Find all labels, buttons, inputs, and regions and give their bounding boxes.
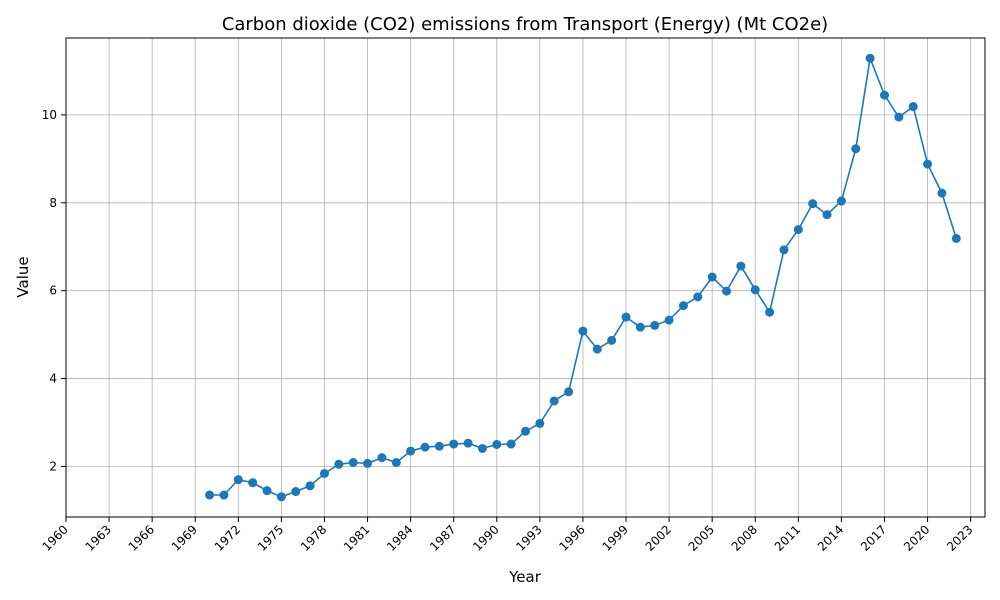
grid	[65, 38, 985, 517]
data-point	[707, 272, 717, 282]
y-tick-label: 4	[49, 372, 57, 386]
data-point	[549, 396, 559, 406]
data-point	[722, 286, 732, 296]
data-point	[406, 446, 416, 456]
data-point	[233, 475, 243, 485]
y-axis-ticks: 2 4 6 8 10	[42, 108, 66, 473]
data-point	[564, 387, 574, 397]
data-point	[750, 285, 760, 295]
data-point	[477, 443, 487, 453]
data-point	[908, 102, 918, 112]
data-point	[779, 245, 789, 255]
data-point	[248, 478, 258, 488]
y-tick-label: 6	[49, 284, 57, 298]
data-point	[894, 112, 904, 122]
data-point	[449, 439, 459, 449]
data-point	[377, 453, 387, 463]
data-point	[879, 90, 889, 100]
data-point	[635, 322, 645, 332]
data-point	[219, 490, 229, 500]
data-point	[434, 441, 444, 451]
y-axis-label: Value	[14, 256, 32, 297]
x-axis-label: Year	[508, 568, 542, 586]
y-tick-label: 10	[42, 108, 57, 122]
data-point	[765, 307, 775, 317]
data-point	[678, 301, 688, 311]
data-point	[205, 490, 215, 500]
data-point	[650, 320, 660, 330]
y-tick-label: 8	[49, 196, 57, 210]
data-point	[463, 438, 473, 448]
data-point	[535, 418, 545, 428]
data-point	[391, 458, 401, 468]
data-point	[822, 210, 832, 220]
y-tick-label: 2	[49, 459, 57, 473]
data-point	[851, 144, 861, 154]
data-point	[923, 159, 933, 169]
data-point	[621, 312, 631, 322]
data-point	[276, 492, 286, 502]
data-point	[592, 344, 602, 354]
data-point	[262, 486, 272, 496]
data-point	[492, 439, 502, 449]
series	[205, 53, 961, 502]
chart-title: Carbon dioxide (CO2) emissions from Tran…	[222, 14, 828, 35]
data-point	[951, 233, 961, 243]
data-point	[693, 292, 703, 302]
data-point	[808, 199, 818, 209]
plot-frame	[65, 37, 986, 518]
data-point	[736, 261, 746, 271]
data-point	[836, 196, 846, 206]
data-point	[348, 458, 358, 468]
data-point	[319, 468, 329, 478]
data-point	[363, 458, 373, 468]
data-point	[521, 426, 530, 436]
data-point	[305, 481, 315, 491]
data-point	[793, 225, 803, 235]
data-point	[334, 459, 344, 469]
data-point	[664, 315, 674, 325]
data-point	[865, 53, 875, 63]
data-point	[937, 188, 947, 198]
data-point	[578, 326, 588, 336]
data-point	[291, 487, 301, 497]
data-point	[420, 442, 430, 452]
data-point	[506, 439, 516, 449]
data-point	[607, 335, 617, 345]
